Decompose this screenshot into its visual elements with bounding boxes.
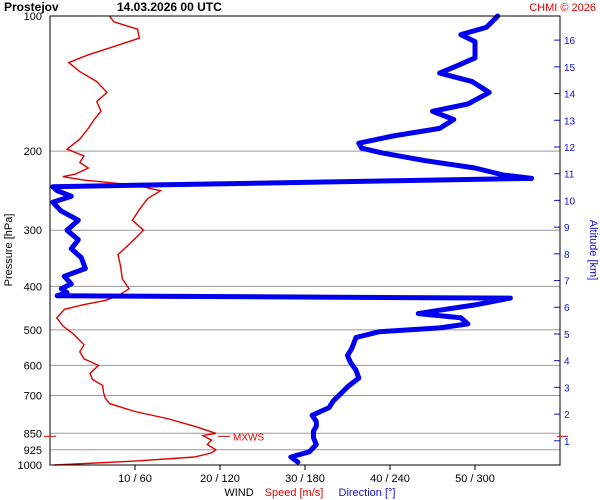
pressure-tick-label: 300: [24, 225, 42, 237]
altitude-axis-label: Altitude [km]: [587, 220, 599, 281]
x-axis-tick-labels: 10 / 60 20 / 120 30 / 180 40 / 240 50 / 300: [118, 465, 495, 485]
speed-axis-label: Speed [m/s]: [265, 487, 324, 499]
altitude-tick-label: 10: [564, 196, 576, 207]
altitude-tick-label: 14: [564, 90, 576, 101]
x-tick-label: 40 / 240: [370, 473, 410, 485]
pressure-tick-label: 600: [24, 360, 42, 372]
max-wind-marker: MXWS: [44, 432, 568, 443]
altitude-tick-label: 16: [564, 36, 576, 47]
direction-axis-label: Direction [°]: [339, 487, 396, 499]
mxws-label: MXWS: [233, 432, 264, 443]
altitude-tick-label: 13: [564, 116, 576, 127]
altitude-tick-label: 15: [564, 63, 576, 74]
pressure-axis-label: Pressure [hPa]: [3, 214, 15, 287]
pressure-grid-lines: [50, 150, 560, 451]
altitude-tick-label: 5: [564, 330, 570, 341]
altitude-tick-label: 12: [564, 143, 576, 154]
chart-title-datetime: 14.03.2026 00 UTC: [117, 0, 222, 14]
pressure-tick-label: 100: [24, 11, 42, 23]
altitude-tick-label: 8: [564, 250, 570, 261]
altitude-tick-label: 11: [564, 170, 575, 181]
chart-title-station: Prostejov: [4, 0, 59, 14]
pressure-tick-label: 700: [24, 390, 42, 402]
wind-axis-label: WIND: [224, 487, 253, 499]
x-tick-label: 20 / 120: [200, 473, 240, 485]
altitude-tick-label: 6: [564, 303, 570, 314]
pressure-tick-label: 200: [24, 146, 42, 158]
altitude-tick-label: 3: [564, 383, 570, 394]
copyright-label: CHMI © 2026: [529, 2, 596, 14]
wind-direction-series-line: [50, 13, 535, 465]
x-tick-label: 50 / 300: [455, 473, 495, 485]
altitude-tick-label: 1: [564, 437, 570, 448]
x-tick-label: 10 / 60: [118, 473, 152, 485]
pressure-tick-label: 850: [24, 428, 42, 440]
pressure-tick-label: 925: [24, 445, 42, 457]
pressure-tick-labels: 100 200 300 400 500 600 700 850 925 1000: [18, 11, 42, 472]
wind-speed-series-line: [54, 15, 218, 466]
x-tick-label: 30 / 180: [285, 473, 325, 485]
pressure-tick-label: 400: [24, 281, 42, 293]
altitude-tick-label: 2: [564, 410, 570, 421]
altitude-tick-label: 4: [564, 357, 570, 368]
altitude-tick-label: 9: [564, 223, 570, 234]
plot-frame: [49, 15, 561, 466]
pressure-tick-label: 500: [24, 325, 42, 337]
pressure-tick-label: 1000: [18, 460, 42, 472]
altitude-tick-label: 7: [564, 277, 570, 288]
